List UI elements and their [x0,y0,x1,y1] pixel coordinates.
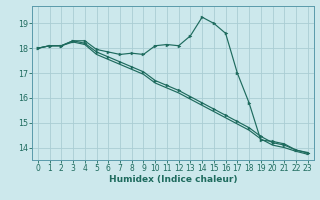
X-axis label: Humidex (Indice chaleur): Humidex (Indice chaleur) [108,175,237,184]
